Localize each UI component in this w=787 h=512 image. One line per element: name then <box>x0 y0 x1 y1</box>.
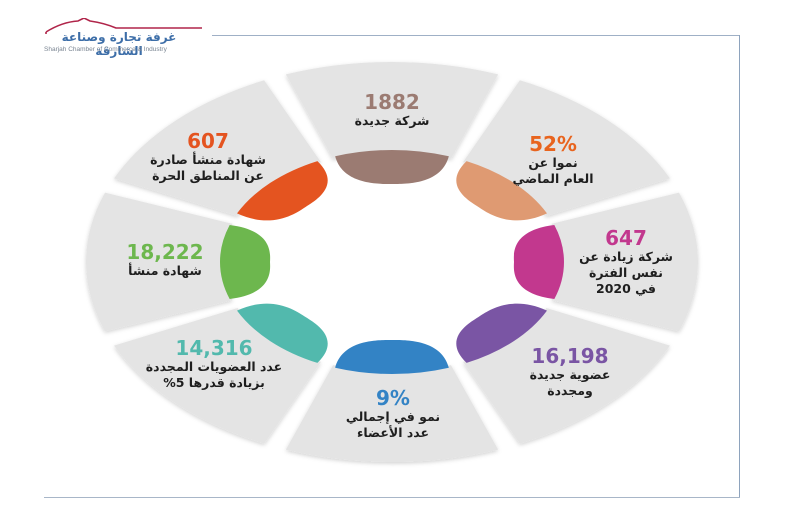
stat-value: 52% <box>529 132 577 156</box>
stat-growth-last-year: 52% نموا عن العام الماضي <box>512 133 593 187</box>
stat-label: شهادة منشأ صادرة <box>150 152 266 167</box>
ring-segment-free-zone-certificates <box>113 80 321 217</box>
color-blob-origin-certificates <box>219 224 271 300</box>
stat-value: 16,198 <box>531 344 609 368</box>
stat-label: بزيادة قدرها 5% <box>163 375 265 390</box>
stat-value: 1882 <box>364 90 420 114</box>
sharjah-chamber-logo: غرفة تجارة وصناعة الشارقة Sharjah Chambe… <box>44 18 204 60</box>
stat-free-zone-certificates: 607 شهادة منشأ صادرة عن المناطق الحرة <box>150 130 266 184</box>
stat-label: شهادة منشأ <box>128 263 202 278</box>
stat-label: عدد الأعضاء <box>356 425 430 440</box>
stat-label: عن المناطق الحرة <box>152 168 264 183</box>
color-blob-new-companies <box>335 150 449 185</box>
stat-label: في 2020 <box>596 281 656 296</box>
stat-label: نمو في إجمالي <box>345 409 441 424</box>
frame-top-border <box>212 35 740 36</box>
color-blob-companies-increase-2020 <box>513 224 564 300</box>
stat-companies-increase-2020: 647 شركة زيادة عن نفس الفترة في 2020 <box>579 227 673 297</box>
ring-segment-origin-certificates <box>86 192 233 332</box>
stat-renewed-memberships: 14,316 عدد العضويات المجددة بزيادة قدرها… <box>146 337 282 391</box>
stat-label: عضوية جديدة <box>529 367 611 382</box>
stat-value: 18,222 <box>126 240 204 264</box>
ring-segment-new-companies <box>285 62 499 159</box>
stat-label: شركة جديدة <box>354 113 430 128</box>
stat-label: نفس الفترة <box>589 265 663 280</box>
stat-origin-certificates: 18,222 شهادة منشأ <box>126 241 203 279</box>
stat-label: عدد العضويات المجددة <box>145 359 283 374</box>
stat-value: 607 <box>187 129 229 153</box>
ring-segment-renewed-memberships <box>113 307 321 444</box>
frame-bottom-border <box>44 497 740 498</box>
stat-total-members-growth: 9% نمو في إجمالي عدد الأعضاء <box>346 387 440 441</box>
logo-english-name: Sharjah Chamber of Commerce & Industry <box>44 46 167 53</box>
stat-value: 647 <box>605 226 647 250</box>
ring-segment-new-renewed-memberships <box>463 307 671 444</box>
frame-right-border <box>739 35 740 498</box>
stat-label: العام الماضي <box>512 171 594 186</box>
color-blob-total-members-growth <box>335 339 449 375</box>
color-blob-growth-last-year <box>456 161 547 221</box>
stat-label: شركة زيادة عن <box>579 249 673 264</box>
stat-value: 14,316 <box>175 336 253 360</box>
ring-segment-companies-increase-2020 <box>551 192 698 332</box>
color-blob-renewed-memberships <box>237 303 328 363</box>
color-blob-free-zone-certificates <box>237 161 328 221</box>
stat-new-renewed-memberships: 16,198 عضوية جديدة ومجددة <box>530 345 611 399</box>
ring-segment-total-members-growth <box>285 365 499 463</box>
stat-label: ومجددة <box>547 383 593 398</box>
ring-segment-growth-last-year <box>463 80 671 217</box>
logo-arabic-name: غرفة تجارة وصناعة الشارقة <box>61 30 177 58</box>
stat-value: 9% <box>376 386 410 410</box>
roof-icon <box>45 18 202 34</box>
stat-label: نموا عن <box>528 155 578 170</box>
stat-new-companies: 1882 شركة جديدة <box>355 91 430 129</box>
color-blob-new-renewed-memberships <box>456 303 547 363</box>
